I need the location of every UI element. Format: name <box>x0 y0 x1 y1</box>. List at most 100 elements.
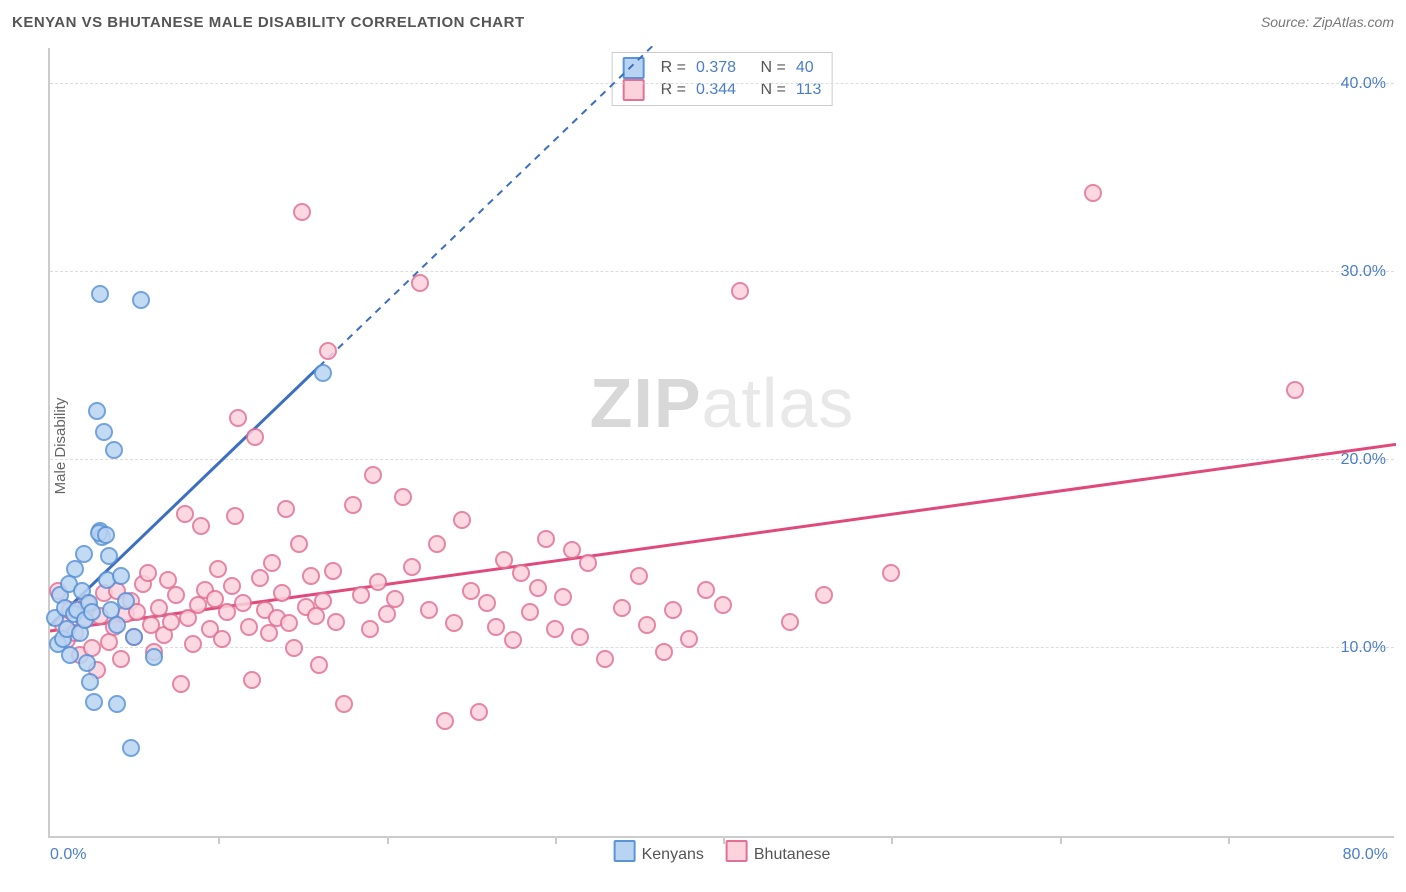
data-point-bhutanese <box>815 586 833 604</box>
data-point-bhutanese <box>324 562 342 580</box>
data-point-bhutanese <box>364 466 382 484</box>
data-point-bhutanese <box>638 616 656 634</box>
data-point-bhutanese <box>139 564 157 582</box>
data-point-bhutanese <box>319 342 337 360</box>
data-point-bhutanese <box>273 584 291 602</box>
data-point-bhutanese <box>277 500 295 518</box>
x-tick <box>555 836 557 844</box>
data-point-bhutanese <box>445 614 463 632</box>
data-point-bhutanese <box>596 650 614 668</box>
n-label: N = <box>760 81 785 99</box>
data-point-bhutanese <box>781 613 799 631</box>
data-point-bhutanese <box>680 630 698 648</box>
data-point-kenyans <box>61 646 79 664</box>
data-point-bhutanese <box>240 618 258 636</box>
data-point-bhutanese <box>882 564 900 582</box>
r-label: R = <box>661 59 686 77</box>
data-point-bhutanese <box>537 530 555 548</box>
data-point-bhutanese <box>234 594 252 612</box>
n-value-kenyans: 40 <box>796 59 814 77</box>
data-point-kenyans <box>83 603 101 621</box>
data-point-bhutanese <box>436 712 454 730</box>
data-point-bhutanese <box>176 505 194 523</box>
data-point-bhutanese <box>352 586 370 604</box>
data-point-bhutanese <box>293 203 311 221</box>
correlation-stats-legend: R = 0.378 N = 40 R = 0.344 N = 113 <box>612 52 833 106</box>
scatter-plot-area: ZIPatlas R = 0.378 N = 40 R = 0.344 N = … <box>48 48 1394 838</box>
r-value-bhutanese: 0.344 <box>696 81 736 99</box>
gridline-h <box>50 647 1394 648</box>
r-value-kenyans: 0.378 <box>696 59 736 77</box>
series-legend: Kenyans Bhutanese <box>614 840 831 864</box>
data-point-kenyans <box>81 673 99 691</box>
data-point-bhutanese <box>546 620 564 638</box>
x-tick <box>218 836 220 844</box>
data-point-bhutanese <box>630 567 648 585</box>
data-point-bhutanese <box>613 599 631 617</box>
data-point-bhutanese <box>394 488 412 506</box>
data-point-bhutanese <box>529 579 547 597</box>
data-point-bhutanese <box>172 675 190 693</box>
data-point-bhutanese <box>314 592 332 610</box>
data-point-kenyans <box>75 545 93 563</box>
data-point-bhutanese <box>184 635 202 653</box>
data-point-bhutanese <box>213 630 231 648</box>
data-point-bhutanese <box>302 567 320 585</box>
x-tick <box>1228 836 1230 844</box>
data-point-kenyans <box>85 693 103 711</box>
data-point-bhutanese <box>327 613 345 631</box>
data-point-bhutanese <box>655 643 673 661</box>
data-point-bhutanese <box>1286 381 1304 399</box>
data-point-bhutanese <box>335 695 353 713</box>
data-point-kenyans <box>112 567 130 585</box>
data-point-bhutanese <box>554 588 572 606</box>
data-point-kenyans <box>88 402 106 420</box>
data-point-kenyans <box>314 364 332 382</box>
data-point-kenyans <box>122 739 140 757</box>
data-point-bhutanese <box>664 601 682 619</box>
data-point-kenyans <box>125 628 143 646</box>
data-point-bhutanese <box>229 409 247 427</box>
data-point-bhutanese <box>420 601 438 619</box>
data-point-bhutanese <box>285 639 303 657</box>
n-label: N = <box>760 59 785 77</box>
x-tick <box>723 836 725 844</box>
data-point-bhutanese <box>192 517 210 535</box>
data-point-bhutanese <box>386 590 404 608</box>
data-point-kenyans <box>95 423 113 441</box>
data-point-bhutanese <box>369 573 387 591</box>
y-tick-label: 40.0% <box>1341 75 1386 93</box>
x-axis-start-label: 0.0% <box>50 846 86 864</box>
data-point-bhutanese <box>478 594 496 612</box>
data-point-bhutanese <box>263 554 281 572</box>
legend-label-bhutanese: Bhutanese <box>754 846 831 863</box>
data-point-bhutanese <box>487 618 505 636</box>
y-tick-label: 20.0% <box>1341 451 1386 469</box>
data-point-bhutanese <box>251 569 269 587</box>
swatch-kenyans-icon <box>623 57 645 79</box>
data-point-bhutanese <box>246 428 264 446</box>
data-point-bhutanese <box>512 564 530 582</box>
source-prefix: Source: <box>1261 14 1313 30</box>
source-attribution: Source: ZipAtlas.com <box>1261 14 1394 30</box>
data-point-kenyans <box>108 616 126 634</box>
gridline-h <box>50 83 1394 84</box>
data-point-bhutanese <box>470 703 488 721</box>
y-tick-label: 30.0% <box>1341 263 1386 281</box>
data-point-kenyans <box>91 285 109 303</box>
data-point-bhutanese <box>243 671 261 689</box>
watermark: ZIPatlas <box>590 363 855 443</box>
gridline-h <box>50 271 1394 272</box>
data-point-kenyans <box>78 654 96 672</box>
y-tick-label: 10.0% <box>1341 639 1386 657</box>
swatch-kenyans-icon <box>614 840 636 862</box>
data-point-kenyans <box>117 592 135 610</box>
trend-line-dashed-kenyans <box>319 46 652 367</box>
data-point-bhutanese <box>344 496 362 514</box>
x-tick <box>1060 836 1062 844</box>
data-point-bhutanese <box>579 554 597 572</box>
data-point-kenyans <box>108 695 126 713</box>
data-point-bhutanese <box>223 577 241 595</box>
data-point-bhutanese <box>290 535 308 553</box>
data-point-kenyans <box>100 547 118 565</box>
